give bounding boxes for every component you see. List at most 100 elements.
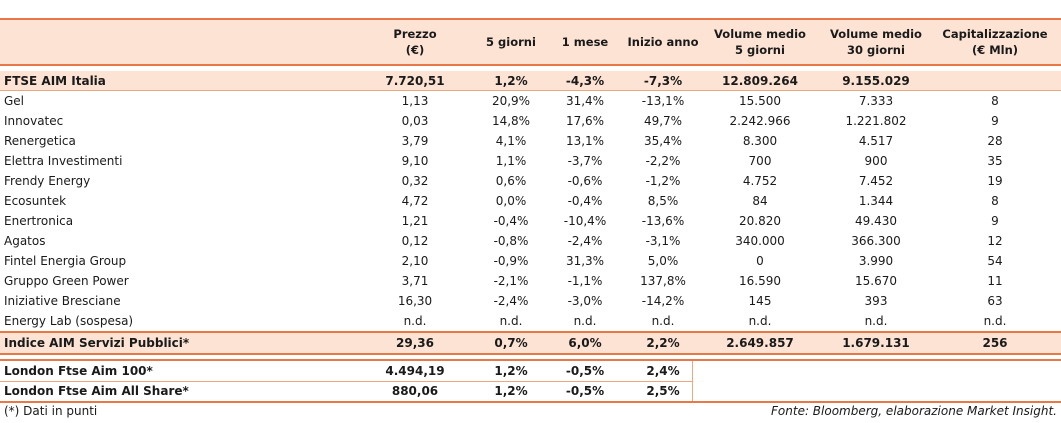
cell-volume-5-days: 4.752	[742, 174, 778, 188]
row-name: Elettra Investimenti	[4, 154, 123, 168]
header-bottom-rule	[0, 64, 1061, 66]
cell-capitalization: 8	[991, 194, 999, 208]
footnote: (*) Dati in punti	[4, 404, 98, 418]
cell-1-month: 6,0%	[568, 336, 602, 350]
cell-ytd: -13,6%	[641, 214, 685, 228]
cell-capitalization: 63	[987, 294, 1003, 308]
cell-volume-5-days: 84	[752, 194, 768, 208]
cell-capitalization: 12	[987, 234, 1003, 248]
row-name: Gruppo Green Power	[4, 274, 129, 288]
cell-capitalization	[932, 71, 1058, 90]
cell-price: n.d.	[403, 314, 427, 328]
cell-1-month: 31,3%	[565, 254, 605, 268]
cell-capitalization: 54	[987, 254, 1003, 268]
sector-index-row: Indice AIM Servizi Pubblici* 29,36 0,7% …	[0, 333, 1061, 353]
cell-price: 3,71	[401, 274, 429, 288]
row-divider	[0, 381, 692, 382]
cell-ytd: 35,4%	[643, 134, 683, 148]
cell-capitalization: 8	[991, 94, 999, 108]
header-price: Prezzo (€)	[393, 27, 437, 57]
cell-volume-5-days: 2.649.857	[726, 336, 794, 350]
cell-1-month: -3,7%	[567, 154, 603, 168]
cell-price: 7.720,51	[385, 73, 445, 88]
cell-5-days: n.d.	[499, 314, 523, 328]
cell-1-month: -1,1%	[567, 274, 603, 288]
cell-price: 4.494,19	[385, 364, 445, 378]
cell-5-days: 4,1%	[495, 134, 527, 148]
row-name: Renergetica	[4, 134, 76, 148]
cell-5-days: 1,2%	[494, 364, 528, 378]
sector-bottom-rule	[0, 353, 1061, 355]
cell-ytd: -2,2%	[645, 154, 681, 168]
cell-volume-5-days: 16.590	[739, 274, 781, 288]
cell-volume-5-days: n.d.	[748, 314, 772, 328]
cell-price: 16,30	[397, 294, 433, 308]
row-name: London Ftse Aim 100*	[4, 364, 153, 378]
cell-ytd: 8,5%	[647, 194, 679, 208]
london-row: London Ftse Aim All Share* 880,06 1,2% -…	[0, 381, 1061, 401]
cell-ytd: 49,7%	[643, 114, 683, 128]
cell-1-month: 31,4%	[565, 94, 605, 108]
cell-1-month: -0,6%	[567, 174, 603, 188]
cell-volume-30-days: 7.333	[858, 94, 894, 108]
table-row: Gruppo Green Power 3,71 -2,1% -1,1% 137,8% 16…	[0, 271, 1061, 291]
cell-5-days: -0,8%	[493, 234, 529, 248]
row-name: Enertronica	[4, 214, 74, 228]
cell-volume-30-days: 3.990	[858, 254, 894, 268]
cell-price: 0,12	[401, 234, 429, 248]
cell-volume-5-days: 700	[748, 154, 772, 168]
table-row: Ecosuntek 4,72 0,0% -0,4% 8,5% 84 1.344 8	[0, 191, 1061, 211]
cell-ytd: 5,0%	[647, 254, 679, 268]
cell-capitalization: 28	[987, 134, 1003, 148]
cell-price: 29,36	[396, 336, 434, 350]
cell-volume-30-days: 366.300	[851, 234, 901, 248]
cell-capitalization: n.d.	[983, 314, 1007, 328]
london-row: London Ftse Aim 100* 4.494,19 1,2% -0,5%…	[0, 361, 1061, 381]
cell-volume-5-days: 15.500	[739, 94, 781, 108]
cell-1-month: -4,3%	[565, 73, 605, 88]
cell-capitalization: 9	[991, 114, 999, 128]
sector-top-rule	[0, 331, 1061, 333]
row-name: Gel	[4, 94, 25, 108]
cell-ytd: 2,5%	[646, 384, 680, 398]
cell-price: 1,13	[401, 94, 429, 108]
cell-capitalization: 256	[982, 336, 1008, 350]
cell-price: 4,72	[401, 194, 429, 208]
cell-price: 3,79	[401, 134, 429, 148]
cell-ytd: -1,2%	[645, 174, 681, 188]
table-row: Gel 1,13 20,9% 31,4% -13,1% 15.500 7.333 8	[0, 91, 1061, 111]
table-row: Innovatec 0,03 14,8% 17,6% 49,7% 2.242.966 1.2…	[0, 111, 1061, 131]
cell-1-month: -0,4%	[567, 194, 603, 208]
cell-volume-5-days: 340.000	[735, 234, 785, 248]
cell-1-month: -3,0%	[567, 294, 603, 308]
cell-1-month: 13,1%	[565, 134, 605, 148]
cell-5-days: -2,4%	[493, 294, 529, 308]
cell-5-days: 0,0%	[495, 194, 527, 208]
cell-volume-5-days: 2.242.966	[729, 114, 791, 128]
row-name: Agatos	[4, 234, 46, 248]
row-name: FTSE AIM Italia	[4, 73, 106, 88]
table-bottom-rule	[0, 401, 1061, 403]
table-row: Frendy Energy 0,32 0,6% -0,6% -1,2% 4.752 7.45…	[0, 171, 1061, 191]
row-name: Iniziative Bresciane	[4, 294, 121, 308]
header-volume-30-days: Volume medio 30 giorni	[830, 27, 922, 57]
cell-5-days: -0,9%	[493, 254, 529, 268]
cell-5-days: 0,7%	[494, 336, 528, 350]
cell-volume-5-days: 8.300	[742, 134, 778, 148]
header-capitalization: Capitalizzazione (€ Mln)	[942, 27, 1048, 57]
table-top-rule	[0, 18, 1061, 20]
cell-5-days: 1,2%	[494, 73, 528, 88]
table-row: Enertronica 1,21 -0,4% -10,4% -13,6% 20.820 49…	[0, 211, 1061, 231]
cell-price: 2,10	[401, 254, 429, 268]
cell-volume-30-days: 9.155.029	[842, 73, 910, 88]
cell-ytd: 137,8%	[640, 274, 686, 288]
cell-capitalization: 9	[991, 214, 999, 228]
cell-volume-5-days: 12.809.264	[722, 73, 798, 88]
table-row: Agatos 0,12 -0,8% -2,4% -3,1% 340.000 366.300 1…	[0, 231, 1061, 251]
cell-ytd: -3,1%	[645, 234, 681, 248]
cell-price: 880,06	[391, 384, 439, 398]
cell-5-days: -2,1%	[493, 274, 529, 288]
cell-price: 0,32	[401, 174, 429, 188]
cell-volume-30-days: 7.452	[858, 174, 894, 188]
